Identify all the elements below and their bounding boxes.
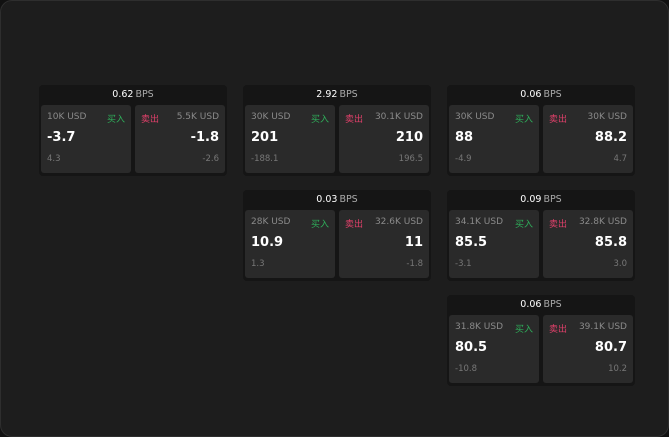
bid-size: 28K USD <box>251 217 291 227</box>
buy-cell[interactable]: 10K USD 买入 -3.7 4.3 <box>41 105 131 173</box>
ask-price: 88.2 <box>594 130 627 145</box>
bid-price: 88 <box>455 130 474 145</box>
ask-size: 32.6K USD <box>374 217 423 227</box>
bid-price: 201 <box>251 130 279 145</box>
bid-size: 10K USD <box>47 112 87 122</box>
buy-label: 买入 <box>310 115 329 125</box>
buy-label: 买入 <box>106 115 125 125</box>
ask-price: 80.7 <box>594 340 627 355</box>
bid-price: 10.9 <box>251 235 284 250</box>
quote-card: 0.06 BPS 31.8K USD 买入 80.5 -10.8 卖出 39.1K U… <box>447 295 635 386</box>
ask-sub: 3.0 <box>613 259 627 269</box>
bid-price: 80.5 <box>455 340 488 355</box>
ask-sub: 196.5 <box>398 154 423 164</box>
buy-cell[interactable]: 34.1K USD 买入 85.5 -3.1 <box>449 210 539 278</box>
ask-sub: -2.6 <box>202 154 219 164</box>
quote-card: 0.06 BPS 30K USD 买入 88 -4.9 卖出 30K USD 88.2… <box>447 85 635 176</box>
buy-label: 买入 <box>514 325 533 335</box>
sell-label: 卖出 <box>549 325 568 335</box>
sell-cell[interactable]: 卖出 39.1K USD 80.7 10.2 <box>543 315 633 383</box>
spread-unit: BPS <box>339 89 358 100</box>
bid-sub: -3.1 <box>455 259 472 269</box>
bid-size: 34.1K USD <box>455 217 504 227</box>
spread-unit: BPS <box>543 299 562 310</box>
spread-unit: BPS <box>543 194 562 205</box>
quote-card: 0.03 BPS 28K USD 买入 10.9 1.3 卖出 32.6K USD 1… <box>243 190 431 281</box>
ask-sub: -1.8 <box>406 259 423 269</box>
bid-price: 85.5 <box>455 235 488 250</box>
sell-cell[interactable]: 卖出 32.6K USD 11 -1.8 <box>339 210 429 278</box>
spread-value: 0.06 <box>520 89 542 100</box>
ask-price: 210 <box>395 130 423 145</box>
spread-unit: BPS <box>339 194 358 205</box>
spread-value: 0.06 <box>520 299 542 310</box>
ask-size: 39.1K USD <box>578 322 627 332</box>
ask-price: 85.8 <box>594 235 627 250</box>
ask-sub: 10.2 <box>608 364 627 374</box>
spread-value: 0.09 <box>520 194 542 205</box>
spread-header: 0.06 BPS <box>447 85 635 105</box>
sell-cell[interactable]: 卖出 32.8K USD 85.8 3.0 <box>543 210 633 278</box>
spread-value: 2.92 <box>316 89 338 100</box>
ask-size: 30.1K USD <box>374 112 423 122</box>
buy-label: 买入 <box>514 220 533 230</box>
bid-size: 30K USD <box>251 112 291 122</box>
sell-label: 卖出 <box>345 115 364 125</box>
buy-cell[interactable]: 30K USD 买入 88 -4.9 <box>449 105 539 173</box>
sell-cell[interactable]: 卖出 30.1K USD 210 196.5 <box>339 105 429 173</box>
buy-cell[interactable]: 31.8K USD 买入 80.5 -10.8 <box>449 315 539 383</box>
sell-cell[interactable]: 卖出 5.5K USD -1.8 -2.6 <box>135 105 225 173</box>
ask-size: 30K USD <box>587 112 627 122</box>
buy-cell[interactable]: 28K USD 买入 10.9 1.3 <box>245 210 335 278</box>
bid-sub: 4.3 <box>47 154 61 164</box>
quote-card: 0.62 BPS 10K USD 买入 -3.7 4.3 卖出 5.5K USD -1… <box>39 85 227 176</box>
buy-label: 买入 <box>310 220 329 230</box>
sell-label: 卖出 <box>141 115 160 125</box>
buy-cell[interactable]: 30K USD 买入 201 -188.1 <box>245 105 335 173</box>
ask-price: -1.8 <box>190 130 219 145</box>
sell-label: 卖出 <box>345 220 364 230</box>
sell-label: 卖出 <box>549 115 568 125</box>
spread-value: 0.03 <box>316 194 338 205</box>
spread-header: 2.92 BPS <box>243 85 431 105</box>
quote-card: 0.09 BPS 34.1K USD 买入 85.5 -3.1 卖出 32.8K US… <box>447 190 635 281</box>
buy-label: 买入 <box>514 115 533 125</box>
bid-size: 31.8K USD <box>455 322 504 332</box>
spread-unit: BPS <box>135 89 154 100</box>
spread-header: 0.06 BPS <box>447 295 635 315</box>
bid-size: 30K USD <box>455 112 495 122</box>
bid-sub: -10.8 <box>455 364 477 374</box>
bid-sub: -4.9 <box>455 154 472 164</box>
ask-price: 11 <box>404 235 423 250</box>
quote-card: 2.92 BPS 30K USD 买入 201 -188.1 卖出 30.1K USD… <box>243 85 431 176</box>
sell-label: 卖出 <box>549 220 568 230</box>
bid-sub: 1.3 <box>251 259 265 269</box>
ask-size: 32.8K USD <box>578 217 627 227</box>
spread-header: 0.62 BPS <box>39 85 227 105</box>
sell-cell[interactable]: 卖出 30K USD 88.2 4.7 <box>543 105 633 173</box>
spread-unit: BPS <box>543 89 562 100</box>
spread-header: 0.03 BPS <box>243 190 431 210</box>
bid-price: -3.7 <box>47 130 76 145</box>
ask-sub: 4.7 <box>613 154 627 164</box>
spread-value: 0.62 <box>112 89 134 100</box>
spread-header: 0.09 BPS <box>447 190 635 210</box>
bid-sub: -188.1 <box>251 154 279 164</box>
ask-size: 5.5K USD <box>176 112 219 122</box>
